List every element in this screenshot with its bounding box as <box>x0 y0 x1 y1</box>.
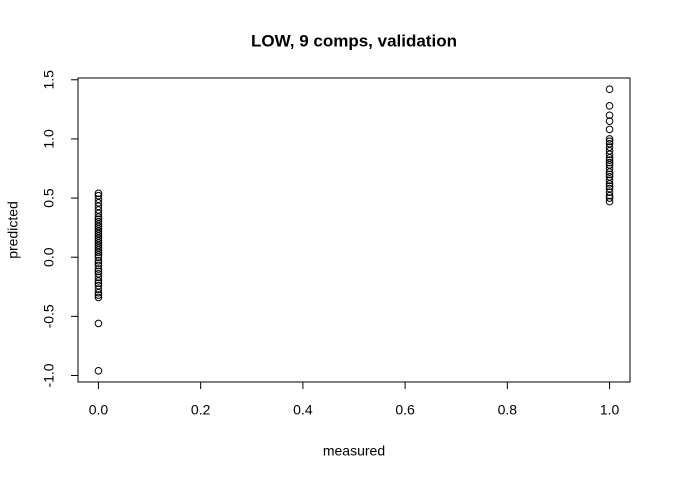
point <box>94 189 103 198</box>
point <box>605 164 614 173</box>
point <box>94 267 103 276</box>
point <box>94 256 103 265</box>
y-tick-label: -0.5 <box>41 304 57 328</box>
y-tick-label: 0.0 <box>41 247 57 267</box>
x-tick-label: 0.6 <box>395 402 415 418</box>
x-axis-label: measured <box>323 443 385 459</box>
point <box>94 273 103 282</box>
point <box>605 101 614 110</box>
point <box>94 293 103 302</box>
point <box>94 265 103 273</box>
point <box>94 191 103 200</box>
point <box>605 197 614 206</box>
point <box>605 158 614 167</box>
point <box>605 188 614 196</box>
point <box>605 139 614 148</box>
point <box>605 137 614 146</box>
point <box>94 285 103 293</box>
point <box>605 194 614 202</box>
point <box>605 184 614 193</box>
point <box>605 125 614 134</box>
chart-title: LOW, 9 comps, validation <box>251 31 457 50</box>
point <box>94 291 103 299</box>
point <box>605 156 614 165</box>
point <box>94 259 103 267</box>
x-tick-label: 0.2 <box>191 402 211 418</box>
x-tick-label: 0.8 <box>498 402 518 418</box>
point <box>605 170 614 179</box>
point <box>94 319 103 328</box>
point <box>605 172 614 181</box>
x-tick-label: 1.0 <box>600 402 620 418</box>
y-tick-label: 1.0 <box>41 129 57 149</box>
y-tick-label: 0.5 <box>41 188 57 208</box>
y-axis-label: predicted <box>5 201 21 259</box>
y-tick-label: 1.5 <box>41 70 57 90</box>
point <box>605 111 614 120</box>
point <box>94 261 103 270</box>
point <box>605 143 614 151</box>
x-tick-label: 0.4 <box>293 402 313 418</box>
point <box>605 176 614 185</box>
point <box>94 366 103 375</box>
point <box>605 117 614 125</box>
point <box>94 215 103 224</box>
point <box>94 217 103 226</box>
x-tick-label: 0.0 <box>89 402 109 418</box>
point <box>605 182 614 191</box>
point <box>94 279 103 288</box>
point <box>605 85 614 94</box>
plot-frame <box>77 77 631 383</box>
y-tick-label: -1.0 <box>41 363 57 387</box>
point <box>94 195 103 204</box>
point <box>605 135 614 143</box>
point <box>94 269 103 278</box>
point <box>94 281 103 290</box>
